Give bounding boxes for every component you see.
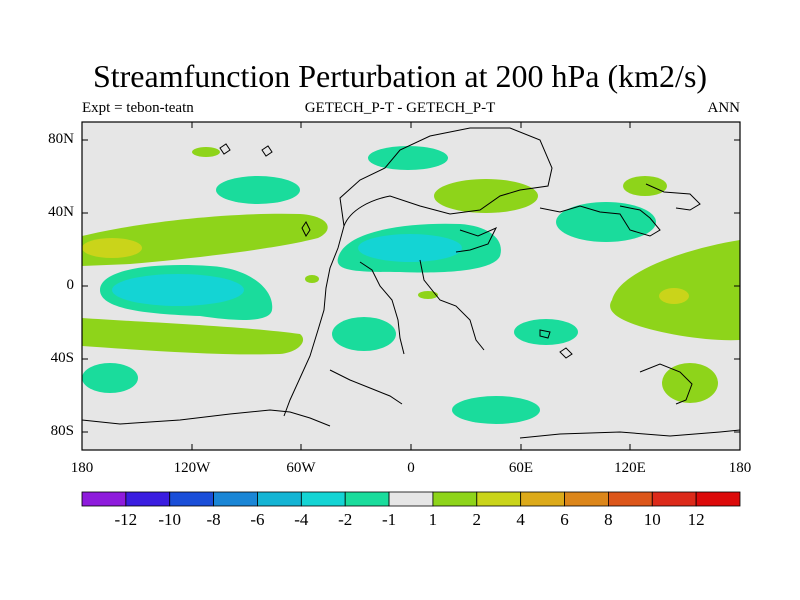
contour-fill	[82, 213, 328, 266]
colorbar-swatch	[564, 491, 609, 507]
contour-fill	[82, 238, 142, 258]
colorbar-swatch	[520, 491, 565, 507]
colorbar-label: 2	[472, 510, 482, 529]
page-title: Streamfunction Perturbation at 200 hPa (…	[92, 58, 708, 94]
coastline	[261, 145, 273, 157]
colorbar-label: 1	[428, 510, 438, 529]
x-tick-label: 120E	[614, 460, 646, 476]
colorbar	[81, 491, 741, 507]
colorbar-label: -8	[206, 510, 221, 529]
contour-fill	[514, 319, 578, 345]
coastline	[359, 261, 405, 355]
contour-fill	[662, 363, 718, 403]
x-tick-label: 60W	[286, 460, 316, 476]
coastline	[419, 259, 485, 351]
colorbar-swatch	[695, 491, 741, 507]
colorbar-label: -1	[381, 510, 397, 529]
coastline	[645, 183, 701, 211]
coastline	[301, 221, 311, 237]
x-tick-label: 0	[407, 460, 415, 476]
contour-fill	[305, 275, 319, 283]
coastlines	[81, 127, 741, 439]
coastline	[455, 226, 498, 253]
coastline	[519, 429, 741, 439]
season-label: ANN	[707, 100, 741, 116]
y-tick-label: 80N	[48, 131, 74, 147]
colorbar-label: -2	[338, 510, 353, 529]
coastline	[219, 143, 231, 155]
colorbar-swatch	[257, 491, 302, 507]
colorbar-label: 12	[687, 510, 705, 529]
coastline	[339, 127, 553, 227]
colorbar-swatch	[476, 491, 522, 507]
contour-fill	[434, 179, 538, 213]
colorbar-label: -10	[158, 510, 182, 529]
colorbar-label: -12	[114, 510, 138, 529]
coastline	[283, 225, 345, 417]
x-tick-label: 60E	[508, 460, 534, 476]
y-tick-label: 40N	[48, 204, 74, 220]
colorbar-swatch	[651, 491, 697, 507]
contour-fill	[192, 147, 220, 157]
x-tick-label: 120W	[173, 460, 211, 476]
experiment-label: Expt = tebon-teatn	[82, 100, 194, 116]
y-tick-label: 0	[66, 277, 75, 293]
contour-fill	[332, 317, 396, 351]
contour-fill	[82, 363, 138, 393]
x-tick-label: 180	[70, 460, 94, 476]
colorbar-label: 6	[560, 510, 569, 529]
contour-fill	[659, 288, 689, 304]
contour-fill	[623, 176, 667, 196]
coastline	[539, 329, 551, 339]
colorbar-swatch	[125, 491, 171, 507]
contour-fill	[452, 396, 540, 424]
contour-fill	[112, 274, 244, 306]
coastline	[329, 369, 403, 405]
colorbar-swatch	[432, 491, 478, 507]
y-tick-label: 40S	[50, 350, 74, 366]
contour-fill	[556, 202, 656, 242]
y-tick-label: 80S	[50, 423, 74, 439]
colorbar-swatch	[300, 491, 346, 507]
colorbar-label: 8	[604, 510, 613, 529]
colorbar-label: -6	[250, 510, 265, 529]
colorbar-swatch	[169, 491, 215, 507]
coastline	[559, 347, 573, 359]
colorbar-swatch	[213, 491, 258, 507]
contour-fill	[216, 176, 300, 204]
x-tick-label: 180	[728, 460, 752, 476]
coastline	[81, 409, 331, 427]
coastline	[639, 363, 693, 405]
colorbar-swatch	[388, 491, 434, 507]
dataset-label: GETECH_P-T - GETECH_P-T	[304, 100, 496, 116]
contour-fill	[418, 291, 438, 299]
coastline	[539, 205, 661, 237]
colorbar-swatch	[608, 491, 653, 507]
colorbar-label: 4	[516, 510, 525, 529]
colorbar-swatch	[81, 491, 127, 507]
colorbar-swatch	[344, 491, 390, 507]
contour-fill	[82, 318, 304, 355]
axis-ticks	[82, 122, 740, 450]
contour-fill	[358, 234, 462, 262]
contour-fill	[368, 146, 448, 170]
colorbar-label: 10	[643, 510, 661, 529]
colorbar-label: -4	[294, 510, 309, 529]
